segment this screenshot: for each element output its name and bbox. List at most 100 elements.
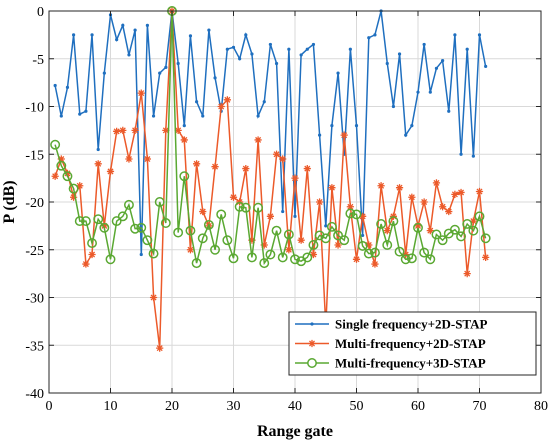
legend-item-1: Single frequency+2D-STAP xyxy=(295,317,488,332)
data-point xyxy=(377,182,385,190)
y-tick-label: -35 xyxy=(25,339,44,354)
data-point xyxy=(113,127,121,135)
data-point xyxy=(142,235,153,246)
data-point xyxy=(281,209,285,214)
data-point xyxy=(420,198,428,206)
data-point xyxy=(428,90,432,94)
data-point xyxy=(373,33,377,37)
series-layer xyxy=(50,6,491,352)
data-point xyxy=(406,253,417,264)
data-point xyxy=(179,171,190,182)
y-tick-label: 0 xyxy=(37,5,44,20)
y-axis-title: P (dB) xyxy=(1,180,18,223)
data-point xyxy=(354,124,359,128)
data-point xyxy=(210,244,221,255)
data-point xyxy=(115,38,119,42)
data-point xyxy=(447,109,451,113)
data-point xyxy=(156,344,164,352)
data-point xyxy=(222,235,233,246)
data-point xyxy=(59,114,63,118)
data-point xyxy=(203,219,214,230)
data-point xyxy=(260,241,268,249)
data-point xyxy=(326,221,337,232)
data-point xyxy=(333,230,343,241)
data-point xyxy=(268,42,272,47)
data-point xyxy=(56,160,67,171)
legend: Single frequency+2D-STAP Multi-frequency+… xyxy=(288,311,537,376)
data-point xyxy=(316,198,324,206)
data-point xyxy=(136,222,147,233)
data-point xyxy=(111,216,122,227)
data-point xyxy=(53,83,57,88)
axes: 0 10 20 30 40 50 60 70 80 0 -5 -10 -15 -20 -25 -30 -35 -4… xyxy=(25,5,548,414)
data-point xyxy=(361,233,365,238)
data-point xyxy=(234,201,245,212)
data-point xyxy=(229,193,238,201)
data-point xyxy=(265,249,276,260)
legend-label: Multi-frequency+3D-STAP xyxy=(335,356,486,371)
data-point xyxy=(462,219,473,229)
data-point xyxy=(65,85,70,89)
x-tick-label: 80 xyxy=(534,399,548,414)
data-point xyxy=(240,202,251,213)
data-point xyxy=(216,209,227,220)
data-point xyxy=(256,114,260,118)
data-point xyxy=(408,193,416,201)
data-point xyxy=(160,218,171,228)
data-point xyxy=(279,155,287,163)
x-tick-label: 70 xyxy=(473,399,487,414)
data-point xyxy=(463,270,471,278)
data-point xyxy=(100,222,108,230)
data-point xyxy=(238,57,242,61)
data-point xyxy=(57,155,65,163)
data-point xyxy=(484,64,488,68)
data-point xyxy=(410,124,414,128)
data-point xyxy=(133,28,137,32)
data-point xyxy=(363,248,374,259)
data-point xyxy=(211,163,219,171)
data-point xyxy=(68,183,79,194)
data-point xyxy=(477,33,482,37)
data-point xyxy=(324,224,328,228)
y-tick-label: -10 xyxy=(25,101,44,116)
data-point xyxy=(370,247,380,258)
data-point xyxy=(330,124,334,128)
y-tick-label: -5 xyxy=(32,53,44,68)
data-point xyxy=(180,136,188,144)
data-point xyxy=(413,222,423,233)
data-point xyxy=(469,217,477,225)
data-point xyxy=(320,233,331,244)
y-tick-label: -25 xyxy=(25,244,44,259)
data-point xyxy=(96,147,100,152)
data-point xyxy=(291,174,299,182)
data-point xyxy=(151,114,156,118)
data-point xyxy=(365,241,373,249)
data-point xyxy=(314,230,325,241)
legend-item-2: Multi-frequency+2D-STAP xyxy=(295,336,486,351)
data-point xyxy=(359,212,367,220)
data-point xyxy=(441,59,445,63)
data-point xyxy=(207,28,211,32)
data-point xyxy=(456,231,466,242)
data-point xyxy=(351,209,362,220)
data-point xyxy=(297,236,305,244)
data-point xyxy=(397,52,402,56)
data-point xyxy=(283,229,294,240)
x-tick-label: 50 xyxy=(350,399,364,414)
data-point xyxy=(106,167,115,176)
data-point xyxy=(143,155,151,163)
series-3 xyxy=(50,6,491,269)
x-tick-label: 40 xyxy=(288,399,302,414)
data-point xyxy=(250,52,254,56)
data-point xyxy=(425,254,436,265)
data-point xyxy=(394,246,405,257)
data-point xyxy=(416,90,420,94)
data-point xyxy=(124,199,134,210)
data-point xyxy=(162,126,170,134)
data-point xyxy=(468,225,479,236)
data-point xyxy=(127,53,131,57)
x-axis-title: Range gate xyxy=(257,423,333,440)
data-point xyxy=(339,235,350,246)
data-point xyxy=(465,47,469,51)
y-tick-label: -30 xyxy=(25,292,44,307)
